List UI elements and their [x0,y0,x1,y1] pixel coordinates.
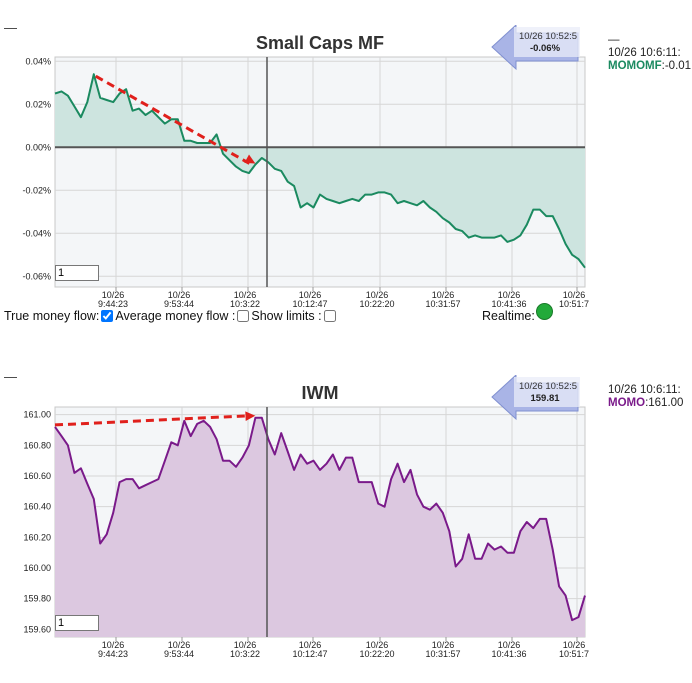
iwm-xtick-date-4: 10/26 [366,640,389,650]
iwm-side-label: MOMO [608,397,646,409]
iwm-ytick-label-5: 160.00 [23,563,51,573]
iwm-tooltip-value: 159.81 [530,393,560,404]
mf-ytick-label-2: 0.00% [25,142,51,152]
mf-ytick-label-0: 0.04% [25,56,51,66]
iwm-xtick-date-0: 10/26 [102,640,125,650]
mf-zoom-input[interactable] [55,265,99,281]
iwm-xtick-date-6: 10/26 [498,640,521,650]
iwm-xtick-time-1: 9:53:44 [164,649,194,659]
iwm-ytick-label-7: 159.60 [23,624,51,634]
mf-side-value: :-0.01 [661,60,692,72]
mf-xtick-date-5: 10/26 [432,290,455,300]
mf-tooltip-time: 10/26 10:52:5 [519,31,577,42]
mf-annotation-arrow-head [244,154,256,164]
iwm-chart: 161.00 160.80 160.60 160.40 160.20 160.00 159.… [23,375,589,659]
mf-xtick-date-2: 10/26 [234,290,257,300]
iwm-ytick-label-1: 160.80 [23,440,51,450]
iwm-ytick-label-4: 160.20 [23,532,51,542]
iwm-area-fill [55,417,585,637]
iwm-ytick-label-3: 160.40 [23,502,51,512]
iwm-xtick-date-3: 10/26 [299,640,322,650]
mf-area-fill [55,74,585,268]
average-money-flow-checkbox[interactable] [237,310,250,322]
iwm-series-line [54,416,586,622]
iwm-xtick-time-2: 10:3:22 [230,649,260,659]
mf-xtick-date-4: 10/26 [366,290,389,300]
mf-tooltip-value: -0.06% [530,43,561,54]
iwm-title: IWM [302,383,339,403]
iwm-xtick-date-2: 10/26 [234,640,257,650]
iwm-xtick-time-7: 10:51:7 [559,649,589,659]
mf-xtick-time-2: 10:3:22 [230,299,260,309]
mf-side-label: MOMOMF [608,60,662,72]
mf-tooltip-box [514,27,580,57]
iwm-xtick-date-1: 10/26 [168,640,191,650]
iwm-xtick-date-7: 10/26 [563,640,586,650]
mf-xtick-date-6: 10/26 [498,290,521,300]
mf-xtick-time-3: 10:12:47 [292,299,327,309]
collapse-dash-top[interactable]: — [4,20,17,35]
mf-ytick-label-5: -0.06% [22,271,51,281]
mf-series-line [54,73,586,269]
iwm-ytick-label-2: 160.60 [23,471,51,481]
mf-ytick-label-1: 0.02% [25,99,51,109]
realtime-indicator-icon[interactable] [536,303,553,320]
iwm-tooltip-box [514,377,580,407]
iwm-annotation-arrow-head [245,411,256,421]
iwm-xtick-time-0: 9:44:23 [98,649,128,659]
iwm-xtick-time-4: 10:22:20 [359,649,394,659]
mf-side-dash: — [608,34,620,46]
mf-xtick-time-0: 9:44:23 [98,299,128,309]
mf-xtick-time-1: 9:53:44 [164,299,194,309]
mf-xtick-date-1: 10/26 [168,290,191,300]
iwm-xtick-time-5: 10:31:57 [425,649,460,659]
mf-xtick-date-7: 10/26 [563,290,586,300]
mf-title: Small Caps MF [256,33,384,53]
iwm-side-info: 10/26 10:6:11: MOMO:161.00 [608,384,683,410]
iwm-ytick-label-6: 159.80 [23,594,51,604]
mf-xtick-time-7: 10:51:7 [559,299,589,309]
iwm-zoom-input[interactable] [55,615,99,631]
show-limits-checkbox[interactable] [323,310,336,322]
iwm-side-value: :161.00 [645,397,684,409]
true-money-flow-checkbox[interactable] [101,310,114,322]
iwm-side-time: 10/26 10:6:11: [608,384,681,396]
mf-ytick-label-3: -0.02% [22,185,51,195]
iwm-ytick-label-0: 161.00 [23,410,51,420]
iwm-tooltip-time: 10/26 10:52:5 [519,381,577,392]
realtime-label: Realtime: [482,309,535,323]
mf-xtick-time-5: 10:31:57 [425,299,460,309]
mf-ytick-label-4: -0.04% [22,228,51,238]
mf-side-time: 10/26 10:6:11: [608,47,681,59]
iwm-xtick-time-6: 10:41:36 [491,649,526,659]
iwm-annotation-arrow-line [54,414,250,427]
show-limits-label: Show limits : [251,309,322,323]
collapse-dash-bottom[interactable]: — [4,369,17,384]
iwm-xtick-date-5: 10/26 [432,640,455,650]
iwm-xtick-time-3: 10:12:47 [292,649,327,659]
small-caps-mf-chart: 0.04%0.02%0.00%-0.02%-0.04%-0.06%10/269:… [22,25,589,309]
controls-row: True money flow: Average money flow : Show… [4,309,338,323]
mf-xtick-date-3: 10/26 [299,290,322,300]
mf-xtick-time-6: 10:41:36 [491,299,526,309]
average-money-flow-label: Average money flow : [115,309,236,323]
mf-annotation-arrow-line [95,74,251,165]
true-money-flow-label: True money flow: [4,309,100,323]
mf-xtick-time-4: 10:22:20 [359,299,394,309]
mf-xtick-date-0: 10/26 [102,290,125,300]
mf-side-info: — 10/26 10:6:11: MOMOMF:-0.01 [608,34,691,73]
